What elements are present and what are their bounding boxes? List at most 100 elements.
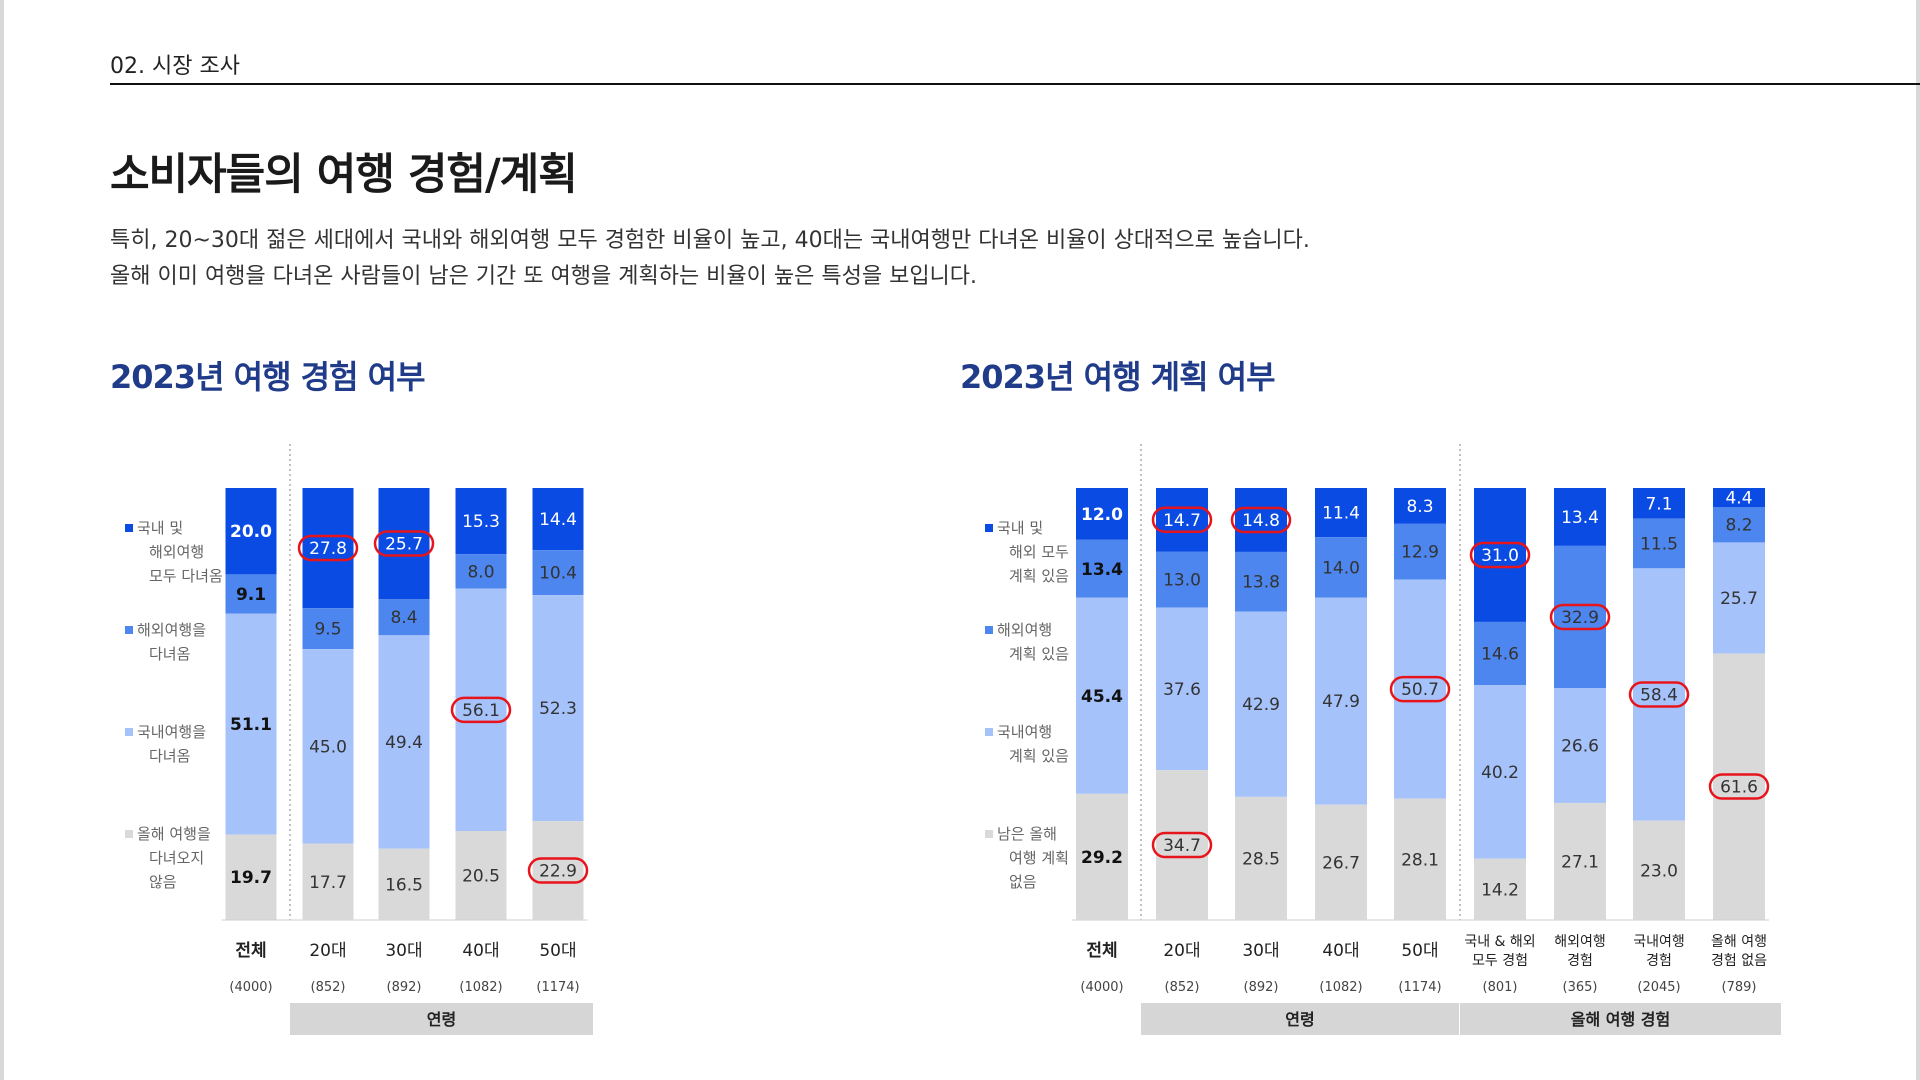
highlight-outline xyxy=(527,857,589,884)
bar-segment xyxy=(1554,545,1606,689)
data-label: 15.3 xyxy=(462,512,500,532)
bar-segment xyxy=(1156,551,1208,608)
data-label: 42.9 xyxy=(1242,695,1280,715)
bar-segment xyxy=(1713,507,1765,543)
category-label: 경험 xyxy=(1567,953,1593,969)
page-right-border xyxy=(1916,0,1920,1080)
legend-label: 여행 계획 xyxy=(1009,849,1069,867)
page-title: 소비자들의 여행 경험/계획 xyxy=(110,150,578,200)
data-label: 16.5 xyxy=(385,875,423,895)
bar-segment xyxy=(378,599,430,636)
highlight-outline xyxy=(1389,675,1451,703)
bar-segment xyxy=(1235,488,1287,552)
data-label: 25.7 xyxy=(385,535,423,555)
data-label: 29.2 xyxy=(1081,848,1123,868)
data-label: 14.6 xyxy=(1481,644,1519,664)
data-label: 14.7 xyxy=(1163,511,1201,531)
data-label: 13.0 xyxy=(1163,571,1201,591)
sample-size-label: (4000) xyxy=(229,980,272,995)
group-band xyxy=(1141,1003,1459,1035)
category-label: 국내 & 해외 xyxy=(1464,934,1535,950)
data-label: 34.7 xyxy=(1163,836,1201,856)
highlight-outline xyxy=(297,534,359,562)
bar-segment xyxy=(532,595,584,822)
legend-swatch xyxy=(125,728,133,736)
bar-segment xyxy=(378,635,430,849)
chart-title-plan: 2023년 여행 계획 여부 xyxy=(960,358,1276,396)
data-label: 7.1 xyxy=(1645,494,1672,514)
highlight-outline xyxy=(450,696,512,724)
bar-segment xyxy=(1713,653,1765,920)
sample-size-label: (2045) xyxy=(1637,980,1680,995)
data-label: 11.4 xyxy=(1322,504,1360,524)
data-label: 27.1 xyxy=(1561,852,1599,872)
highlight-outline xyxy=(1628,681,1690,708)
data-label: 4.4 xyxy=(1725,489,1752,509)
data-label: 56.1 xyxy=(462,701,500,721)
data-label: 31.0 xyxy=(1481,546,1519,566)
legend-label: 해외여행을 xyxy=(137,621,206,639)
group-band xyxy=(1460,1003,1781,1035)
category-label: 20대 xyxy=(309,941,346,961)
bar-segment xyxy=(455,488,507,555)
sample-size-label: (1082) xyxy=(1319,980,1362,995)
highlight-outline xyxy=(1151,831,1213,859)
data-label: 52.3 xyxy=(539,699,577,719)
bar-segment xyxy=(1633,518,1685,569)
highlight-outline xyxy=(1708,773,1770,800)
highlight-outline xyxy=(1469,541,1531,569)
bar-segment xyxy=(378,488,430,600)
sample-size-label: (892) xyxy=(387,980,422,995)
category-label: 40대 xyxy=(462,941,499,961)
legend-label: 국내여행 xyxy=(997,723,1052,741)
bar-segment xyxy=(1235,611,1287,797)
bar-segment xyxy=(1554,688,1606,803)
bar-segment xyxy=(1235,796,1287,920)
bar-segment xyxy=(1554,802,1606,920)
highlight-outline xyxy=(373,530,435,557)
bar-segment xyxy=(225,488,277,575)
section-label: 02. 시장 조사 xyxy=(110,54,240,79)
legend-label: 국내여행을 xyxy=(137,723,206,741)
sample-size-label: (789) xyxy=(1722,980,1757,995)
category-label: 20대 xyxy=(1163,941,1200,961)
category-label: 30대 xyxy=(1242,941,1279,961)
data-label: 14.2 xyxy=(1481,880,1519,900)
legend-swatch xyxy=(985,524,993,532)
sample-size-label: (1174) xyxy=(1398,980,1441,995)
group-band-label: 올해 여행 경험 xyxy=(1571,1010,1670,1029)
sample-size-label: (852) xyxy=(311,980,346,995)
data-label: 23.0 xyxy=(1640,861,1678,881)
legend-swatch xyxy=(125,830,133,838)
bar-segment xyxy=(1076,793,1128,920)
bar-segment xyxy=(1474,488,1526,622)
data-label: 13.8 xyxy=(1242,573,1280,593)
bar-segment xyxy=(1315,488,1367,538)
legend-label: 계획 있음 xyxy=(1009,567,1069,585)
data-label: 11.5 xyxy=(1640,535,1678,555)
description-line-1: 특히, 20~30대 젊은 세대에서 국내와 해외여행 모두 경험한 비율이 높… xyxy=(110,228,1310,253)
bar-segment xyxy=(532,488,584,551)
data-label: 14.4 xyxy=(539,510,577,530)
data-label: 28.5 xyxy=(1242,849,1280,869)
category-label: 경험 없음 xyxy=(1711,953,1767,969)
data-label: 27.8 xyxy=(309,539,347,559)
data-label: 13.4 xyxy=(1081,560,1123,580)
data-label: 50.7 xyxy=(1401,680,1439,700)
bar-segment xyxy=(302,649,354,844)
legend-label: 해외 모두 xyxy=(1009,543,1069,561)
data-label: 13.4 xyxy=(1561,508,1599,528)
bar-segment xyxy=(378,848,430,920)
data-label: 20.5 xyxy=(462,866,500,886)
bar-segment xyxy=(1713,542,1765,654)
data-label: 45.0 xyxy=(309,737,347,757)
legend-swatch xyxy=(125,626,133,634)
page-left-border xyxy=(0,0,4,1080)
legend-label: 다녀옴 xyxy=(149,645,190,663)
data-label: 40.2 xyxy=(1481,763,1519,783)
data-label: 32.9 xyxy=(1561,608,1599,628)
highlight-outline xyxy=(1151,506,1213,534)
bar-segment xyxy=(1315,804,1367,920)
bar-segment xyxy=(225,834,277,920)
